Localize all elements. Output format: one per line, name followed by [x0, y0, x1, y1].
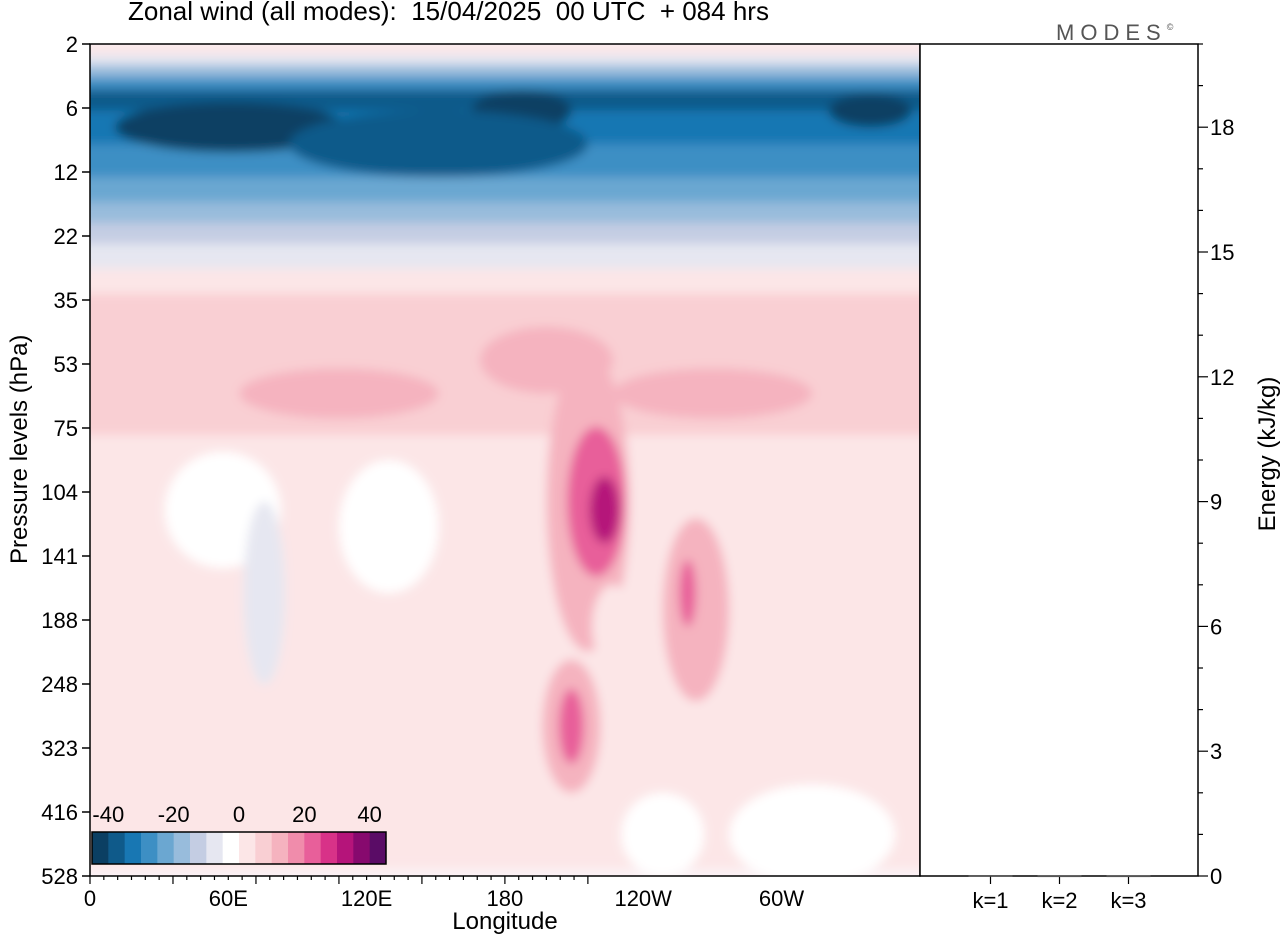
wind-region: [589, 476, 620, 544]
y-axis-label: Pressure levels (hPa): [6, 334, 33, 564]
energy-tick-label: 0: [1210, 864, 1222, 889]
wind-region: [729, 784, 896, 876]
colorbar-swatch: [141, 832, 158, 864]
wind-band: [90, 268, 920, 295]
pressure-tick-label: 6: [66, 96, 78, 121]
energy-bar: [1037, 875, 1082, 878]
pressure-tick-label: 141: [41, 544, 78, 569]
pressure-tick-label: 323: [41, 736, 78, 761]
wind-region: [828, 93, 912, 128]
energy-panel-frame: [919, 43, 1199, 877]
colorbar-tick-label: 40: [357, 802, 381, 827]
x-axis-label: Longitude: [452, 908, 558, 935]
colorbar-swatch: [353, 832, 371, 864]
energy-tick-label: 12: [1210, 365, 1234, 390]
energy-axis-label: Energy (kJ/kg): [1254, 376, 1280, 532]
colorbar-swatch: [108, 832, 126, 864]
wind-region: [621, 792, 705, 876]
wind-band: [90, 53, 920, 66]
wind-region: [98, 335, 165, 419]
wind-region: [662, 518, 730, 702]
pressure-tick-label: 22: [54, 224, 78, 249]
colorbar-swatch: [320, 832, 338, 864]
colorbar-legend: -40 -20 0 20 40: [91, 802, 387, 865]
wind-region: [592, 584, 634, 669]
longitude-axis: 0 60E 120E 180 120W 60W: [84, 876, 804, 911]
energy-tick-label: 18: [1210, 115, 1234, 140]
zonal-wind-heatmap: [90, 44, 920, 876]
wind-region: [114, 102, 348, 153]
pressure-tick-label: 75: [54, 416, 78, 441]
longitude-tick-label: 120E: [341, 886, 392, 911]
energy-bar: [968, 875, 1013, 877]
colorbar-swatch: [157, 832, 175, 864]
wind-region: [812, 343, 912, 427]
wind-band: [90, 222, 920, 245]
brand-text: MODES: [1056, 20, 1167, 45]
longitude-tick-label: 60W: [759, 886, 804, 911]
wind-region: [612, 368, 813, 419]
wind-band: [90, 77, 920, 91]
colorbar-tick-label: -20: [158, 802, 190, 827]
energy-category-label: k=3: [1110, 888, 1146, 913]
colorbar-swatch: [190, 832, 207, 864]
wind-region: [762, 435, 862, 569]
energy-bar: [1106, 875, 1151, 878]
pressure-axis: 2 6 12 22 35 53 75 104 141 188 248 323 416 528: [41, 32, 90, 889]
wind-region: [239, 368, 439, 419]
longitude-tick-label: 180: [487, 886, 524, 911]
colorbar-swatch: [337, 832, 354, 864]
energy-tick-label: 6: [1210, 614, 1222, 639]
colorbar-swatch: [304, 832, 322, 864]
colorbar-swatch: [239, 832, 256, 864]
pressure-tick-label: 528: [41, 864, 78, 889]
wind-region: [289, 110, 588, 178]
wind-band: [90, 243, 920, 270]
pressure-tick-label: 12: [54, 160, 78, 185]
colorbar-tick-label: 0: [233, 802, 245, 827]
energy-category-label: k=2: [1041, 888, 1077, 913]
wind-band: [90, 202, 920, 224]
wind-region: [243, 501, 286, 685]
colorbar-swatch: [255, 832, 273, 864]
pressure-tick-label: 2: [66, 32, 78, 57]
colorbar-swatch: [92, 832, 109, 864]
pressure-tick-label: 104: [41, 480, 78, 505]
wind-band: [90, 177, 920, 204]
colorbar-swatch: [124, 832, 142, 864]
colorbar-swatch: [222, 832, 240, 864]
wind-region: [558, 688, 584, 764]
wind-band: [90, 64, 920, 79]
colorbar-swatch: [288, 832, 305, 864]
energy-tick-label: 15: [1210, 240, 1234, 265]
heatmap-field: [90, 44, 920, 876]
colorbar-swatch: [369, 832, 387, 864]
colorbar-swatch: [173, 832, 191, 864]
pressure-tick-label: 35: [54, 288, 78, 313]
energy-bar-chart: 0 3 6 9 12 15 18 k=1 k=2 k=3: [968, 43, 1234, 913]
modes-brand-logo: MODES©: [1056, 20, 1173, 46]
colorbar-frame: [91, 831, 387, 865]
longitude-tick-label: 120W: [614, 886, 672, 911]
wind-region: [679, 559, 696, 627]
wind-region: [339, 460, 439, 594]
energy-category-label: k=1: [972, 888, 1008, 913]
chart-title: Zonal wind (all modes): 15/04/2025 00 UT…: [128, 0, 769, 26]
colorbar-tick-label: -40: [92, 802, 124, 827]
pressure-tick-label: 188: [41, 608, 78, 633]
colorbar-swatch: [206, 832, 224, 864]
longitude-tick-label: 0: [84, 886, 96, 911]
pressure-tick-label: 53: [54, 352, 78, 377]
longitude-tick-label: 60E: [209, 886, 248, 911]
pressure-tick-label: 416: [41, 800, 78, 825]
wind-band: [90, 44, 920, 55]
energy-tick-label: 9: [1210, 490, 1222, 515]
colorbar-swatch: [271, 832, 289, 864]
colorbar-tick-label: 20: [292, 802, 316, 827]
pressure-tick-label: 248: [41, 672, 78, 697]
energy-tick-label: 3: [1210, 739, 1222, 764]
brand-copyright-mark: ©: [1166, 22, 1174, 32]
